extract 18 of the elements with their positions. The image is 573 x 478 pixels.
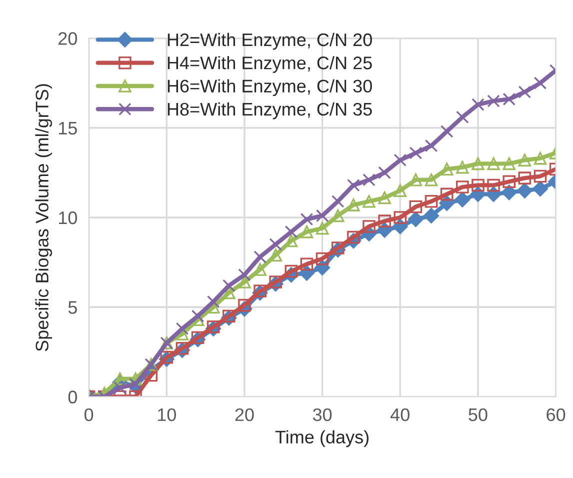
legend-label: H8=With Enzyme, C/N 35 [168, 102, 372, 120]
x-tick-label: 0 [84, 408, 94, 422]
x-tick-label: 50 [468, 408, 488, 422]
y-tick-label: 0 [68, 390, 77, 404]
x-tick-label: 60 [546, 408, 566, 422]
y-tick-label: 10 [59, 211, 77, 224]
x-tick-label: 10 [158, 408, 176, 422]
y-tick-label: 20 [58, 32, 77, 45]
y-axis-title: Specific Biogas Volume (ml/grTS) [35, 84, 52, 352]
y-tick-label: 5 [68, 301, 77, 314]
x-axis-title: Time (days) [275, 430, 369, 448]
x-tick-label: 30 [312, 408, 332, 422]
x-tick-label: 40 [390, 408, 410, 422]
y-tick-label: 15 [59, 122, 77, 135]
x-tick-label: 20 [235, 408, 254, 422]
legend-label: H4=With Enzyme, C/N 25 [168, 56, 372, 73]
legend-label: H2=With Enzyme, C/N 20 [168, 32, 372, 50]
legend-label: H6=With Enzyme, C/N 30 [168, 79, 372, 96]
